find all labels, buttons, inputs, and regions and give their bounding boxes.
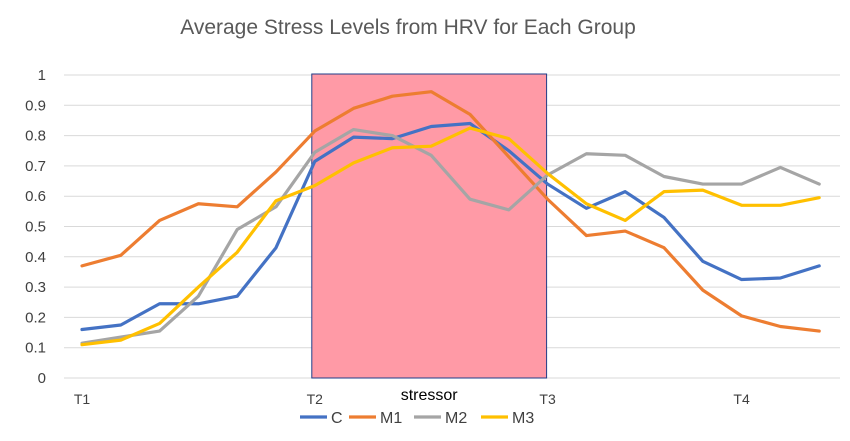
legend-item-c: C	[300, 410, 343, 427]
legend-label: M2	[445, 410, 467, 427]
legend-label: M1	[380, 410, 402, 427]
y-tick-label: 0.1	[25, 340, 46, 357]
legend-label: C	[331, 410, 343, 427]
legend-label: M3	[512, 410, 534, 427]
y-axis-tick-labels: 0 0.1 0.2 0.3 0.4 0.5 0.6 0.7 0.8 0.9 1	[25, 67, 46, 387]
y-tick-label: 0.8	[25, 128, 46, 145]
legend: C M1 M2 M3	[300, 410, 534, 427]
legend-item-m2: M2	[414, 410, 467, 427]
y-tick-label: 0.5	[25, 219, 46, 236]
x-tick-label: T3	[539, 391, 556, 407]
stressor-rect	[312, 74, 547, 378]
y-tick-label: 0.2	[25, 309, 46, 326]
y-tick-label: 0.7	[25, 158, 46, 175]
chart-title: Average Stress Levels from HRV for Each …	[180, 16, 636, 39]
x-tick-label: T1	[74, 391, 91, 407]
y-tick-label: 0.4	[25, 249, 46, 266]
stressor-band: stressor	[312, 74, 547, 404]
x-tick-label: T2	[307, 391, 324, 407]
stressor-label: stressor	[401, 387, 459, 404]
x-tick-label: T4	[733, 391, 750, 407]
y-tick-label: 0.6	[25, 188, 46, 205]
y-tick-label: 0	[38, 370, 46, 387]
y-tick-label: 0.9	[25, 97, 46, 114]
legend-item-m1: M1	[349, 410, 402, 427]
x-axis-tick-labels: T1T2T3T4T5	[74, 391, 850, 407]
y-tick-label: 0.3	[25, 279, 46, 296]
y-tick-label: 1	[38, 67, 46, 84]
legend-item-m3: M3	[481, 410, 534, 427]
